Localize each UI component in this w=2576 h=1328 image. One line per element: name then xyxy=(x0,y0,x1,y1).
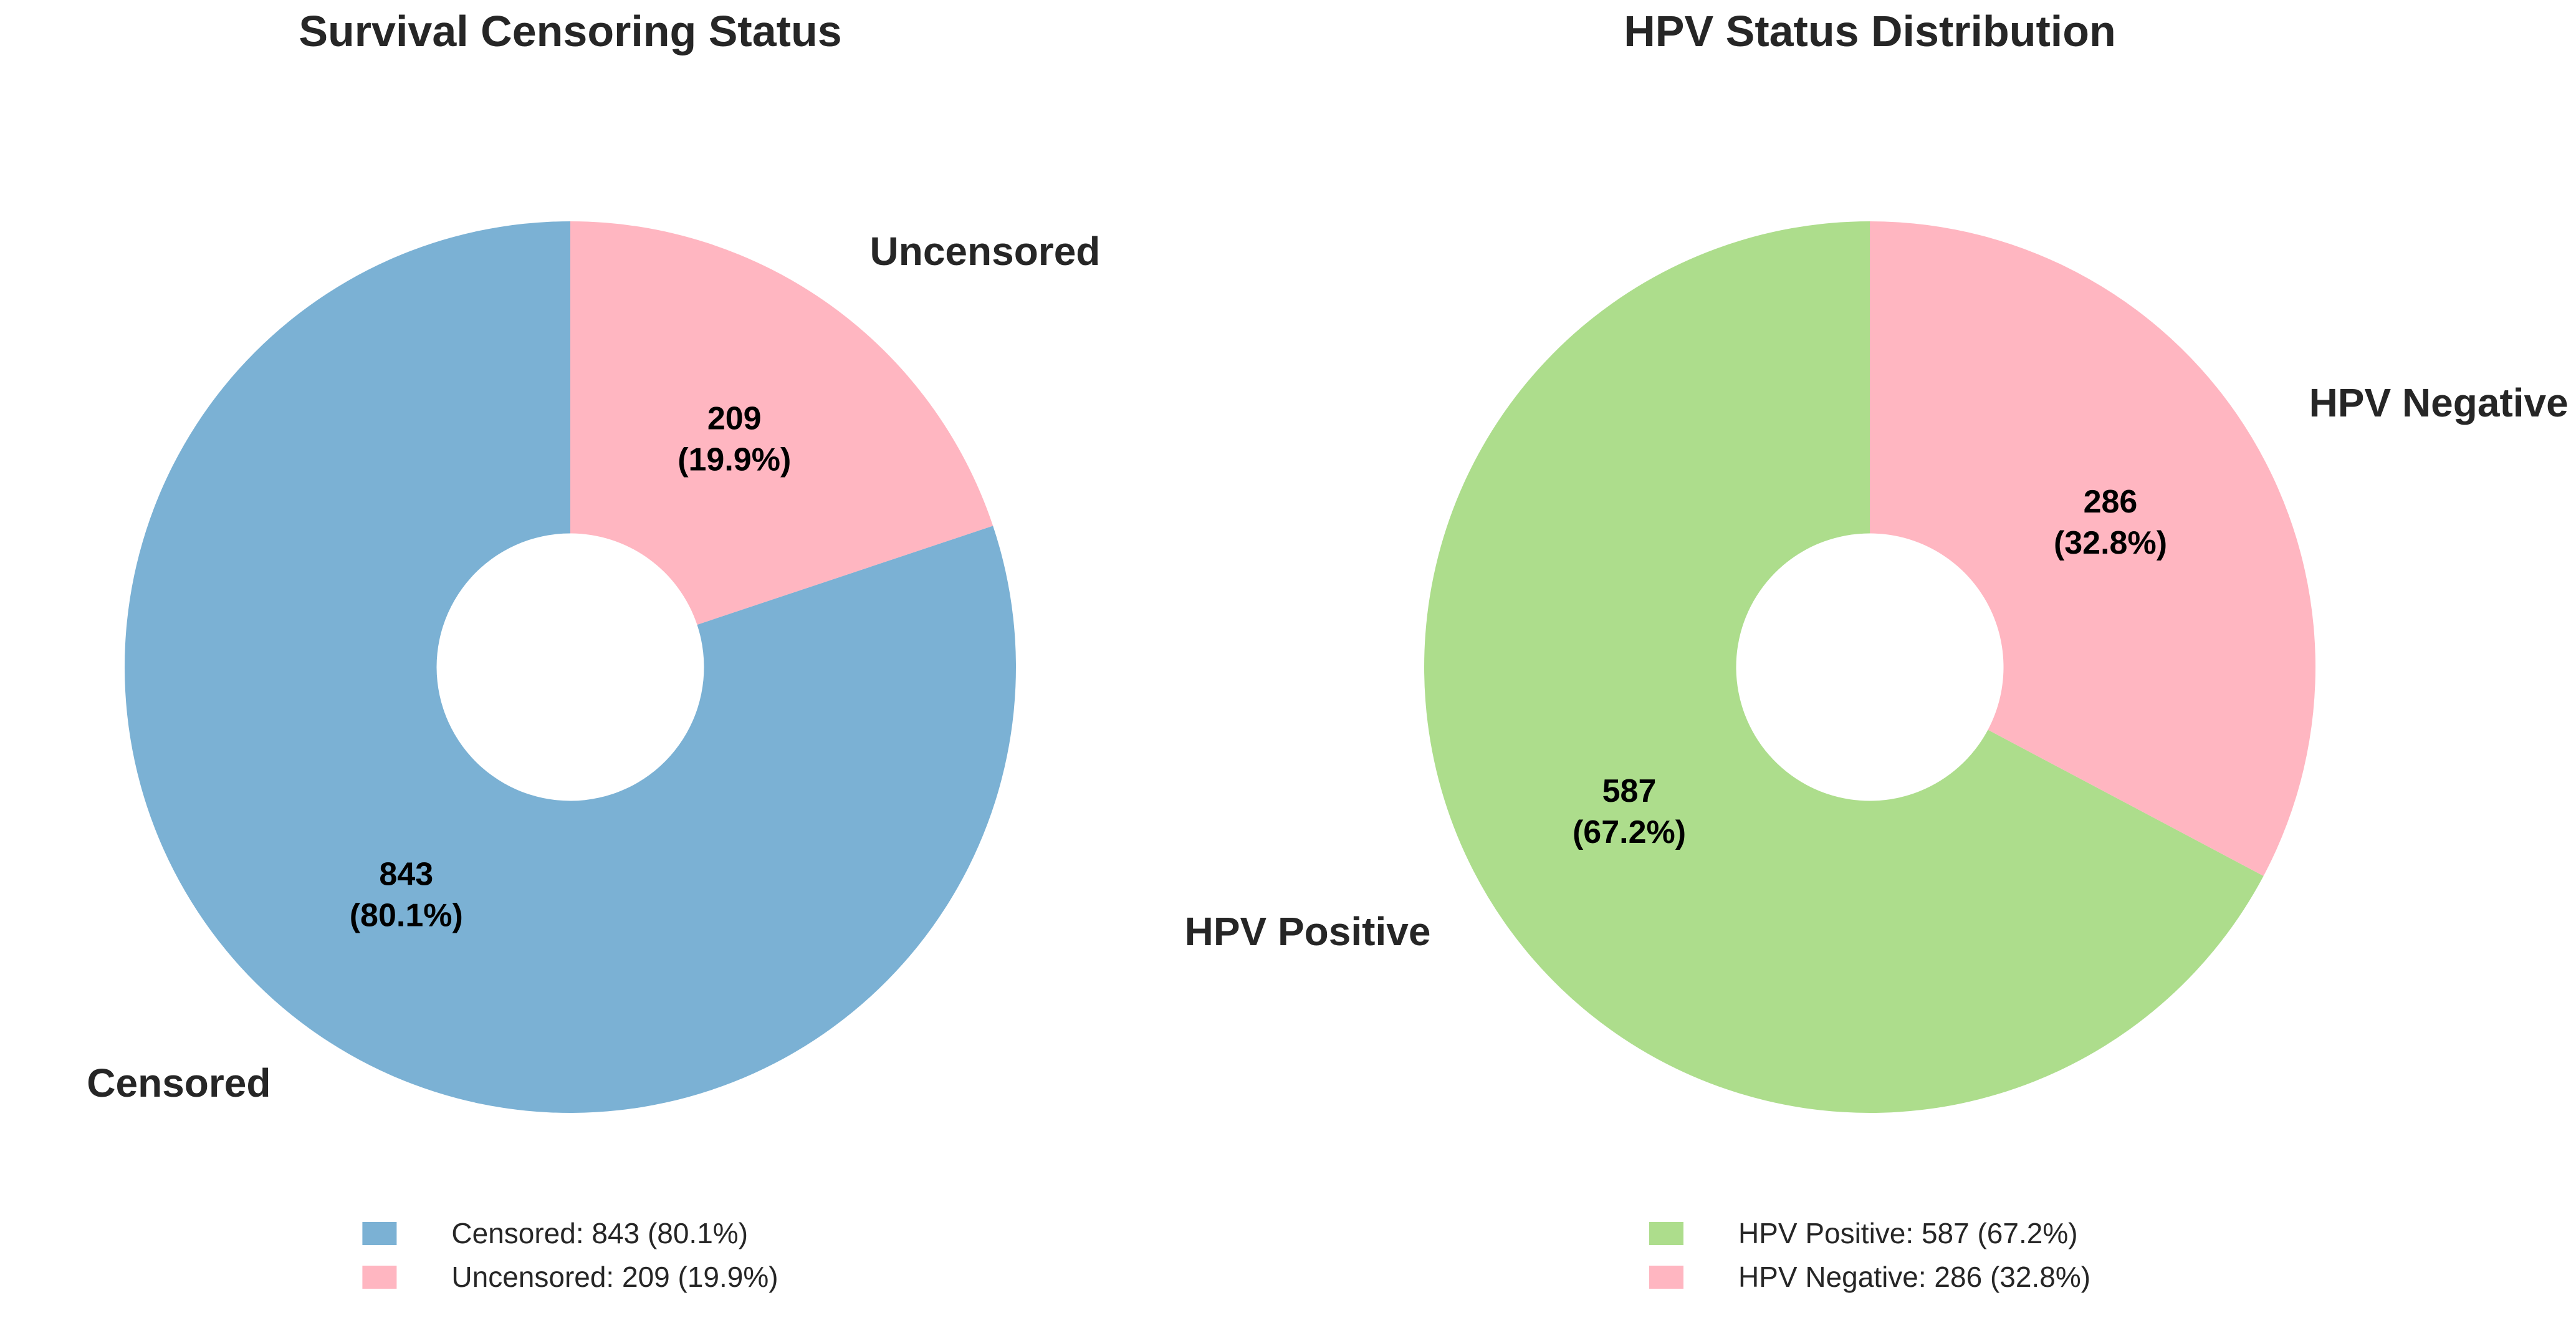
pie-slice-censored xyxy=(125,221,1017,1113)
legend-swatch-hpv-positive xyxy=(1649,1221,1683,1245)
pie-slice-hpv-negative xyxy=(1870,221,2315,876)
legend-swatch-uncensored xyxy=(362,1265,397,1289)
legend-survival-censoring: Censored: 843 (80.1%) Uncensored: 209 (1… xyxy=(362,1216,778,1294)
slice-value-label-censored: 843 (80.1%) xyxy=(350,857,463,934)
slice-category-label-censored: Censored xyxy=(87,1061,271,1105)
legend-item-hpv-positive: HPV Positive: 587 (67.2%) xyxy=(1649,1216,2078,1251)
slice-category-label-uncensored: Uncensored xyxy=(870,229,1101,274)
chart-title-survival-censoring-status: Survival Censoring Status xyxy=(299,7,842,55)
slice-value-label-uncensored: 209 (19.9%) xyxy=(678,400,791,478)
legend-label-censored: Censored: 843 (80.1%) xyxy=(451,1217,749,1249)
slice-value-label-hpv-negative: 286 (32.8%) xyxy=(2054,484,2167,561)
legend-item-censored: Censored: 843 (80.1%) xyxy=(362,1216,748,1251)
pie-chart-hpv-status-distribution: 587 (67.2%) HPV Positive 286 (32.8%) HPV Nega… xyxy=(1185,221,2569,1114)
legend-item-hpv-negative: HPV Negative: 286 (32.8%) xyxy=(1649,1259,2090,1294)
slice-category-label-hpv-negative: HPV Negative xyxy=(2309,380,2569,425)
legend-label-hpv-negative: HPV Negative: 286 (32.8%) xyxy=(1738,1261,2091,1293)
legend-swatch-hpv-negative xyxy=(1649,1265,1683,1289)
chart-title-hpv-status-distribution: HPV Status Distribution xyxy=(1624,7,2116,55)
legend-label-uncensored: Uncensored: 209 (19.9%) xyxy=(451,1261,778,1293)
pie-chart-survival-censoring-status: 843 (80.1%) Censored 209 (19.9%) Uncensored xyxy=(87,221,1100,1113)
legend-item-uncensored: Uncensored: 209 (19.9%) xyxy=(362,1259,778,1294)
legend-hpv-status: HPV Positive: 587 (67.2%) HPV Negative: … xyxy=(1649,1216,2090,1294)
pie-slice-hpv-positive xyxy=(1424,221,2264,1114)
legend-swatch-censored xyxy=(362,1221,397,1245)
slice-category-label-hpv-positive: HPV Positive xyxy=(1185,909,1431,954)
pie-slice-uncensored xyxy=(570,221,994,625)
legend-label-hpv-positive: HPV Positive: 587 (67.2%) xyxy=(1738,1217,2078,1249)
slice-value-label-hpv-positive: 587 (67.2%) xyxy=(1573,773,1686,850)
